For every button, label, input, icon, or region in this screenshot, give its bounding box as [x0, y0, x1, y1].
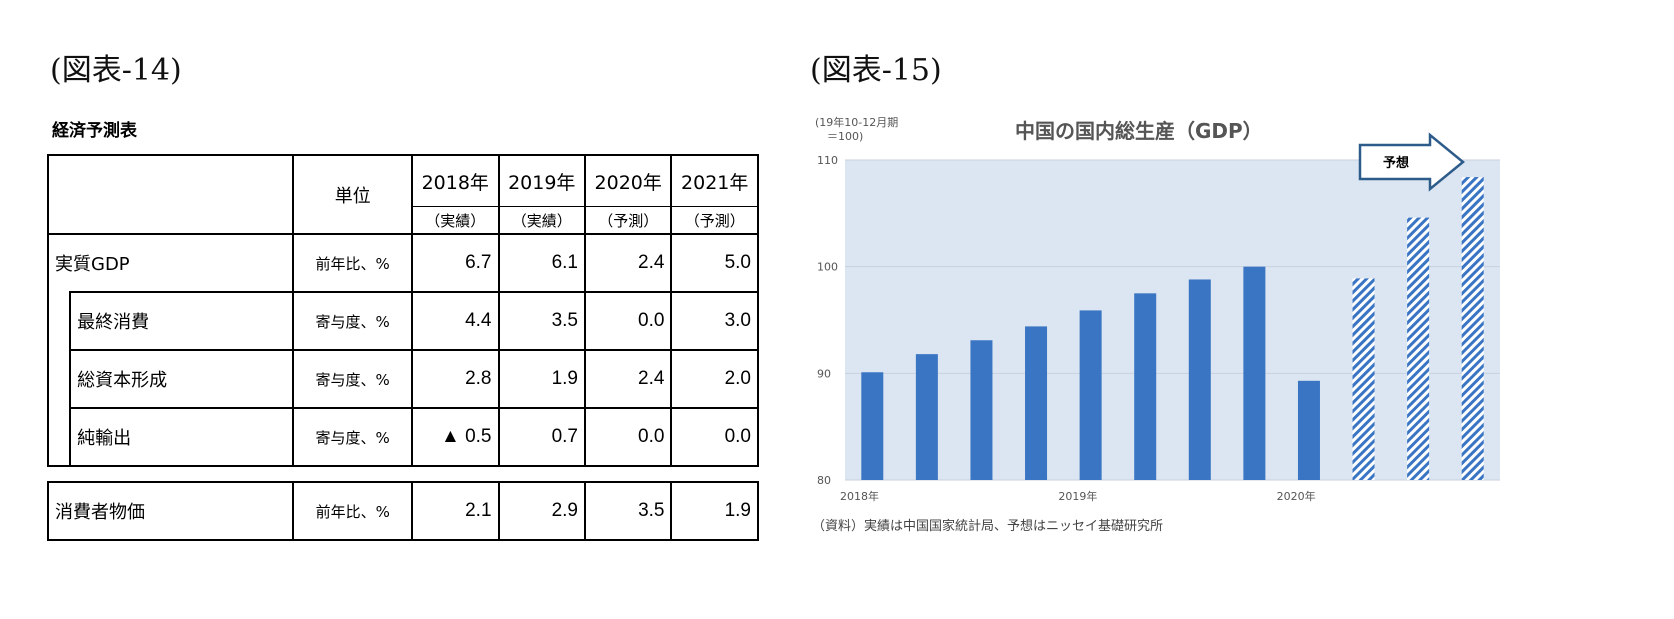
plot-area: [845, 160, 1500, 480]
row-unit: 前年比、%: [292, 481, 414, 541]
cell: 2.4: [583, 349, 673, 409]
header-type: （予測）: [583, 206, 673, 235]
header-year: 2021年: [670, 154, 759, 207]
header-unit: 単位: [292, 154, 414, 235]
cell: 0.0: [583, 407, 673, 467]
table-row: 最終消費 寄与度、% 4.4 3.5 0.0 3.0: [46, 291, 759, 351]
x-tick-label: 2019年: [1058, 489, 1097, 503]
forecast-table: 単位 2018年 2019年 2020年 2021年 （実績） （実績） （予測…: [46, 154, 759, 467]
forecast-label: 予想: [1383, 155, 1409, 171]
header-year: 2018年: [411, 154, 500, 207]
cell: 3.5: [583, 481, 673, 541]
cell: 0.0: [583, 291, 673, 351]
actual-bar: [1243, 266, 1266, 480]
y-unit-label: ＝100): [827, 130, 863, 143]
actual-bar: [1025, 326, 1048, 480]
y-tick-label: 110: [817, 154, 838, 167]
actual-bar: [1297, 380, 1320, 480]
header-type: （実績）: [411, 206, 500, 235]
cell: 2.9: [497, 481, 587, 541]
cell: 2.0: [670, 349, 759, 409]
cell: 3.0: [670, 291, 759, 351]
row-name: 総資本形成: [69, 349, 295, 409]
actual-bar: [1079, 310, 1102, 480]
table-row: 総資本形成 寄与度、% 2.8 1.9 2.4 2.0: [46, 349, 759, 409]
x-tick-label: 2018年: [840, 489, 879, 503]
forecast-bar: [1352, 278, 1375, 480]
cell: 4.4: [411, 291, 500, 351]
row-unit: 前年比、%: [292, 233, 414, 293]
cell: 3.5: [497, 291, 586, 351]
row-name: 最終消費: [69, 291, 295, 351]
cell: 2.8: [411, 349, 500, 409]
chart-title: 中国の国内総生産（GDP）: [1015, 119, 1263, 143]
header-type: （予測）: [670, 206, 759, 235]
y-tick-label: 100: [817, 261, 838, 274]
row-name: 消費者物価: [46, 481, 295, 541]
figure-15-label: (図表-15): [810, 53, 942, 88]
actual-bar: [1188, 279, 1211, 480]
actual-bar: [915, 354, 938, 480]
cell: 0.0: [670, 407, 759, 467]
cell: 1.9: [497, 349, 586, 409]
header-blank: [46, 154, 295, 235]
row-unit: 寄与度、%: [292, 291, 414, 351]
forecast-arrow: [1358, 132, 1465, 192]
header-year: 2020年: [583, 154, 673, 207]
figure-14-label: (図表-14): [50, 53, 182, 88]
cpi-table: 消費者物価 前年比、% 2.1 2.9 3.5 1.9: [46, 481, 759, 541]
y-tick-label: 90: [817, 367, 831, 380]
table-row: 純輸出 寄与度、% ▲ 0.5 0.7 0.0 0.0: [46, 407, 759, 467]
source-note: （資料）実績は中国国家統計局、予想はニッセイ基礎研究所: [812, 519, 1164, 534]
header-year: 2019年: [497, 154, 586, 207]
cell: 6.7: [411, 233, 500, 293]
x-tick-label: 2020年: [1277, 489, 1316, 503]
cell: 5.0: [670, 233, 759, 293]
table-title: 経済予測表: [52, 121, 137, 141]
actual-bar: [970, 340, 993, 480]
table-row: 消費者物価 前年比、% 2.1 2.9 3.5 1.9: [46, 481, 759, 541]
table-row: 実質GDP 前年比、% 6.7 6.1 2.4 5.0: [46, 233, 759, 293]
y-tick-label: 80: [817, 474, 831, 487]
actual-bar: [861, 372, 884, 480]
cell: 2.4: [583, 233, 673, 293]
gdp-chart: (19年10-12月期 ＝100) 中国の国内総生産（GDP） 80 90 100 1…: [815, 115, 1500, 503]
cell: 1.9: [670, 481, 759, 541]
row-name: 純輸出: [69, 407, 295, 467]
forecast-bar: [1461, 177, 1484, 481]
forecast-bar: [1407, 217, 1430, 480]
y-unit-label: (19年10-12月期: [815, 115, 898, 129]
row-unit: 寄与度、%: [292, 407, 414, 467]
cell: 2.1: [411, 481, 500, 541]
row-unit: 寄与度、%: [292, 349, 414, 409]
row-name: 実質GDP: [46, 233, 295, 292]
cell: ▲ 0.5: [411, 407, 500, 467]
actual-bar: [1134, 293, 1157, 480]
cell: 6.1: [497, 233, 586, 293]
header-type: （実績）: [497, 206, 586, 235]
cell: 0.7: [497, 407, 586, 467]
